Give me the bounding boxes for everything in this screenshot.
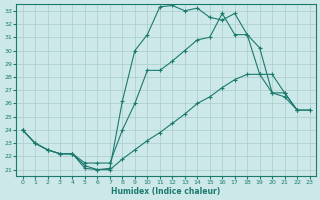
- X-axis label: Humidex (Indice chaleur): Humidex (Indice chaleur): [111, 187, 221, 196]
